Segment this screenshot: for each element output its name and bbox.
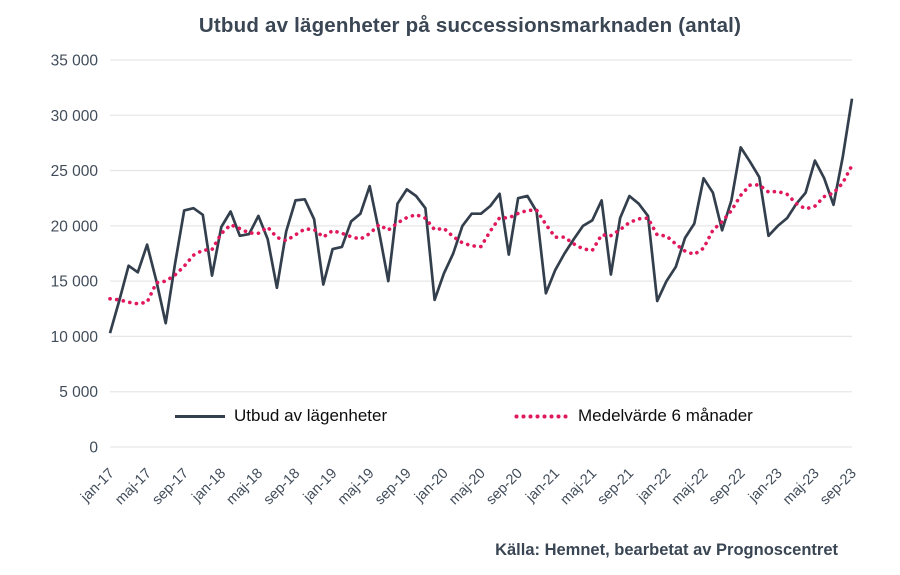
legend-item-medelvarde: Medelvärde 6 månader [513, 406, 753, 426]
x-tick-label: maj-17 [112, 466, 155, 509]
legend-label-medelvarde: Medelvärde 6 månader [578, 406, 753, 425]
x-tick-label: maj-20 [446, 466, 489, 509]
x-tick-label: jan-20 [411, 466, 452, 507]
x-tick-label: jan-23 [745, 466, 786, 507]
x-tick-label: sep-18 [261, 466, 304, 509]
x-tick-label: jan-18 [189, 466, 230, 507]
y-tick-label: 35 000 [51, 53, 99, 70]
x-tick-label: sep-21 [595, 466, 638, 509]
x-tick-label: maj-18 [224, 466, 267, 509]
chart-title: Utbud av lägenheter på successionsmarkna… [198, 14, 742, 37]
y-tick-label: 30 000 [51, 108, 99, 125]
x-tick-label: sep-22 [706, 466, 749, 509]
source-caption: Källa: Hemnet, bearbetat av Prognoscentr… [495, 541, 838, 559]
x-tick-label: jan-22 [634, 466, 675, 507]
legend-item-utbud: Utbud av lägenheter [175, 406, 387, 426]
x-tick-label: sep-20 [483, 466, 526, 509]
y-tick-label: 10 000 [51, 329, 99, 346]
legend-label-utbud: Utbud av lägenheter [234, 406, 388, 425]
x-tick-label: maj-19 [335, 466, 378, 509]
x-tick-label: sep-23 [817, 466, 860, 509]
solid-line-swatch-icon [175, 414, 225, 418]
x-tick-label: maj-22 [669, 466, 712, 509]
y-tick-label: 25 000 [51, 163, 99, 180]
series-utbud [108, 98, 854, 334]
x-tick-label: sep-19 [372, 466, 415, 509]
y-tick-label: 5 000 [59, 384, 98, 401]
y-tick-label: 15 000 [51, 274, 99, 291]
x-tick-label: jan-19 [300, 466, 341, 507]
dotted-line-swatch-icon [513, 413, 569, 419]
x-tick-label: sep-17 [149, 466, 192, 509]
series-medelvarde [108, 163, 854, 306]
x-tick-label: maj-23 [780, 466, 823, 509]
y-tick-label: 0 [89, 440, 98, 457]
x-tick-label: jan-17 [77, 466, 118, 507]
x-tick-label: jan-21 [523, 466, 564, 507]
x-tick-label: maj-21 [557, 466, 600, 509]
y-tick-label: 20 000 [51, 218, 99, 235]
